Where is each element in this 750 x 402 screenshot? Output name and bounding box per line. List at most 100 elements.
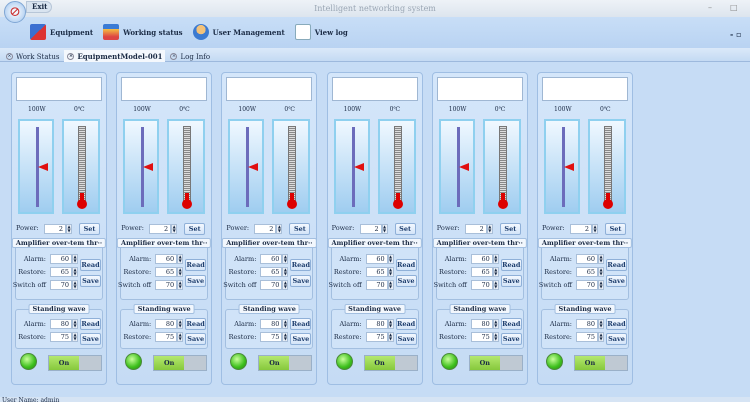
sw-save-button[interactable]: Save: [606, 333, 627, 345]
ribbon-equipment-button[interactable]: Equipment: [30, 23, 93, 41]
close-tab-icon[interactable]: ×: [67, 53, 75, 60]
power-toggle[interactable]: On: [153, 355, 208, 371]
spinner[interactable]: ▲ ▼: [72, 254, 78, 264]
spinner[interactable]: ▲ ▼: [171, 224, 178, 234]
power-toggle[interactable]: On: [363, 355, 418, 371]
set-button[interactable]: Set: [499, 223, 521, 235]
spinner[interactable]: ▲ ▼: [492, 254, 499, 264]
spinner[interactable]: ▲ ▼: [598, 280, 604, 290]
sw-alarm-input[interactable]: 80: [470, 319, 493, 329]
ribbon-view-log-button[interactable]: View log: [294, 23, 348, 41]
sw-restore-input[interactable]: 75: [470, 332, 493, 342]
sw-read-button[interactable]: Read: [606, 318, 627, 330]
sw-save-button[interactable]: Save: [80, 333, 101, 345]
spinner[interactable]: ▲ ▼: [177, 319, 184, 329]
spinner[interactable]: ▲ ▼: [276, 224, 283, 234]
spinner[interactable]: ▲ ▼: [72, 332, 78, 342]
spinner[interactable]: ▲ ▼: [492, 267, 499, 277]
amp-switch-off-input[interactable]: 70: [576, 280, 598, 290]
exit-button[interactable]: Exit: [26, 1, 52, 13]
ribbon-user-management-button[interactable]: User Management: [192, 23, 285, 41]
spinner[interactable]: ▲ ▼: [177, 332, 184, 342]
set-button[interactable]: Set: [79, 223, 100, 235]
minimize-icon[interactable]: –: [708, 3, 712, 12]
ribbon-window-controls[interactable]: - ▫: [730, 29, 742, 39]
close-tab-icon[interactable]: ×: [6, 53, 13, 60]
amp-alarm-input[interactable]: 60: [365, 254, 388, 264]
maximize-icon[interactable]: □: [730, 3, 738, 12]
amp-read-button[interactable]: Read: [290, 259, 312, 271]
sw-read-button[interactable]: Read: [395, 318, 417, 330]
set-button[interactable]: Set: [394, 223, 416, 235]
tab-work-status[interactable]: × Work Status: [3, 50, 62, 62]
sw-save-button[interactable]: Save: [185, 333, 207, 345]
spinner[interactable]: ▲ ▼: [387, 319, 394, 329]
amp-save-button[interactable]: Save: [500, 275, 522, 287]
sw-save-button[interactable]: Save: [395, 333, 417, 345]
spinner[interactable]: ▲ ▼: [387, 267, 394, 277]
sw-alarm-input[interactable]: 80: [50, 319, 72, 329]
amp-switch-off-input[interactable]: 70: [260, 280, 283, 290]
set-button[interactable]: Set: [289, 223, 311, 235]
spinner[interactable]: ▲ ▼: [492, 332, 499, 342]
spinner[interactable]: ▲ ▼: [282, 267, 289, 277]
amp-restore-input[interactable]: 65: [365, 267, 388, 277]
amp-save-button[interactable]: Save: [185, 275, 207, 287]
amp-read-button[interactable]: Read: [185, 259, 207, 271]
spinner[interactable]: ▲ ▼: [492, 280, 499, 290]
spinner[interactable]: ▲ ▼: [177, 280, 184, 290]
amp-alarm-input[interactable]: 60: [155, 254, 178, 264]
sw-alarm-input[interactable]: 80: [365, 319, 388, 329]
power-input[interactable]: 2: [149, 224, 172, 234]
spinner[interactable]: ▲ ▼: [387, 280, 394, 290]
spinner[interactable]: ▲ ▼: [598, 332, 604, 342]
sw-restore-input[interactable]: 75: [50, 332, 72, 342]
sw-alarm-input[interactable]: 80: [260, 319, 283, 329]
amp-save-button[interactable]: Save: [606, 275, 627, 287]
spinner[interactable]: ▲ ▼: [72, 319, 78, 329]
sw-restore-input[interactable]: 75: [365, 332, 388, 342]
spinner[interactable]: ▲ ▼: [66, 224, 72, 234]
spinner[interactable]: ▲ ▼: [72, 267, 78, 277]
set-button[interactable]: Set: [184, 223, 206, 235]
amp-switch-off-input[interactable]: 70: [50, 280, 72, 290]
power-input[interactable]: 2: [254, 224, 277, 234]
spinner[interactable]: ▲ ▼: [598, 319, 604, 329]
sw-read-button[interactable]: Read: [185, 318, 207, 330]
spinner[interactable]: ▲ ▼: [492, 319, 499, 329]
amp-read-button[interactable]: Read: [395, 259, 417, 271]
amp-read-button[interactable]: Read: [80, 259, 101, 271]
amp-restore-input[interactable]: 65: [576, 267, 598, 277]
power-toggle[interactable]: On: [574, 355, 628, 371]
amp-alarm-input[interactable]: 60: [260, 254, 283, 264]
power-toggle[interactable]: On: [48, 355, 102, 371]
spinner[interactable]: ▲ ▼: [381, 224, 388, 234]
spinner[interactable]: ▲ ▼: [387, 254, 394, 264]
amp-save-button[interactable]: Save: [80, 275, 101, 287]
power-input[interactable]: 2: [464, 224, 487, 234]
sw-restore-input[interactable]: 75: [155, 332, 178, 342]
sw-alarm-input[interactable]: 80: [576, 319, 598, 329]
amp-alarm-input[interactable]: 60: [470, 254, 493, 264]
amp-restore-input[interactable]: 65: [155, 267, 178, 277]
spinner[interactable]: ▲ ▼: [177, 254, 184, 264]
spinner[interactable]: ▲ ▼: [387, 332, 394, 342]
spinner[interactable]: ▲ ▼: [486, 224, 493, 234]
amp-restore-input[interactable]: 65: [50, 267, 72, 277]
power-input[interactable]: 2: [359, 224, 382, 234]
power-input[interactable]: 2: [44, 224, 66, 234]
tab-log-info[interactable]: × Log Info: [167, 50, 213, 62]
spinner[interactable]: ▲ ▼: [282, 332, 289, 342]
set-button[interactable]: Set: [605, 223, 626, 235]
sw-restore-input[interactable]: 75: [260, 332, 283, 342]
sw-read-button[interactable]: Read: [80, 318, 101, 330]
amp-save-button[interactable]: Save: [395, 275, 417, 287]
amp-alarm-input[interactable]: 60: [576, 254, 598, 264]
spinner[interactable]: ▲ ▼: [598, 254, 604, 264]
amp-switch-off-input[interactable]: 70: [470, 280, 493, 290]
amp-read-button[interactable]: Read: [500, 259, 522, 271]
amp-restore-input[interactable]: 65: [260, 267, 283, 277]
spinner[interactable]: ▲ ▼: [598, 267, 604, 277]
sw-read-button[interactable]: Read: [500, 318, 522, 330]
power-input[interactable]: 2: [570, 224, 592, 234]
